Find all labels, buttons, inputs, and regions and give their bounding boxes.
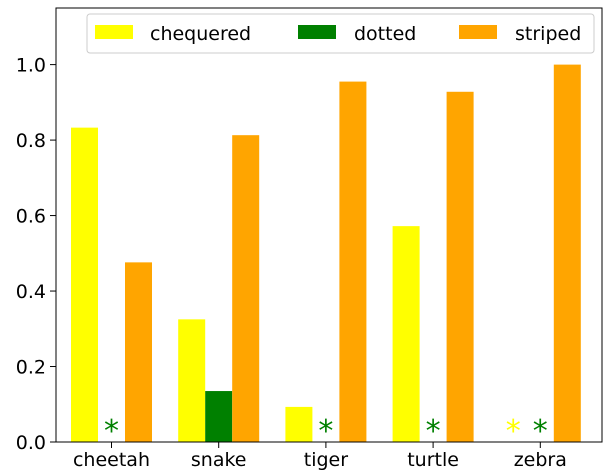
legend-label-chequered: chequered	[150, 23, 251, 45]
x-axis: cheetah snake tiger turtle zebra	[73, 442, 567, 471]
y-axis: 0.0 0.2 0.4 0.6 0.8 1.0	[16, 55, 56, 454]
bar-striped-tiger	[339, 81, 367, 442]
bar-striped-cheetah	[125, 262, 152, 442]
legend-label-dotted: dotted	[354, 23, 416, 45]
bar-striped-zebra	[553, 64, 581, 442]
x-tick-label-cheetah: cheetah	[73, 449, 150, 471]
bar-chequered-turtle	[392, 226, 420, 442]
x-tick-label-turtle: turtle	[407, 449, 459, 471]
bar-striped-snake	[232, 135, 260, 443]
y-tick-label: 0.0	[16, 432, 46, 454]
y-tick-label: 0.4	[16, 281, 46, 303]
y-tick-label: 0.8	[16, 130, 46, 152]
x-tick-label-zebra: zebra	[514, 449, 567, 471]
x-tick-label-snake: snake	[191, 449, 247, 471]
zero-markers-layer: * * * * *	[104, 414, 548, 449]
legend: chequered dotted striped	[86, 13, 595, 54]
y-tick-label: 0.2	[16, 357, 46, 379]
zero-marker-chequered-zebra: *	[506, 414, 521, 449]
x-tick-label-tiger: tiger	[304, 449, 348, 471]
bar-dotted-snake	[205, 391, 233, 442]
zero-marker-dotted-zebra: *	[533, 414, 548, 449]
y-tick-label: 1.0	[16, 55, 46, 77]
zero-marker-dotted-turtle: *	[426, 414, 441, 449]
bars-layer	[71, 64, 581, 443]
bar-chequered-cheetah	[71, 127, 98, 442]
legend-swatch-striped	[459, 25, 497, 39]
zero-marker-dotted-tiger: *	[318, 414, 333, 449]
bar-striped-turtle	[446, 91, 474, 442]
bar-chequered-snake	[178, 319, 206, 442]
legend-swatch-dotted	[298, 25, 336, 39]
plot-frame	[55, 7, 603, 443]
legend-label-striped: striped	[515, 23, 581, 45]
bar-chequered-tiger	[285, 406, 313, 442]
legend-swatch-chequered	[95, 25, 133, 39]
legend-box	[86, 13, 595, 54]
zero-marker-dotted-cheetah: *	[104, 414, 119, 449]
y-tick-label: 0.6	[16, 206, 46, 228]
